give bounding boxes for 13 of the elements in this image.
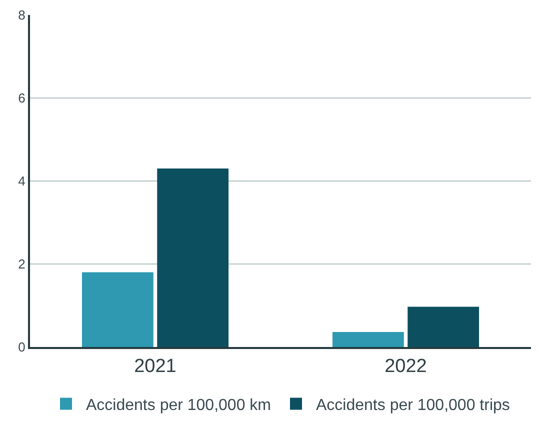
x-tick-label: 2022	[384, 356, 427, 377]
y-tick-label: 8	[18, 8, 26, 23]
y-tick-label: 2	[18, 256, 26, 272]
bar	[332, 332, 404, 347]
x-tick-label: 2021	[134, 356, 176, 377]
y-tick-label: 4	[18, 174, 26, 189]
legend-label: Accidents per 100,000 km	[86, 396, 271, 414]
bar	[408, 306, 480, 347]
y-tick-label: 6	[18, 90, 26, 106]
legend-label: Accidents per 100,000 trips	[316, 396, 510, 414]
y-tick-label: 0	[18, 340, 26, 355]
bar	[82, 272, 154, 347]
bar	[157, 168, 229, 347]
